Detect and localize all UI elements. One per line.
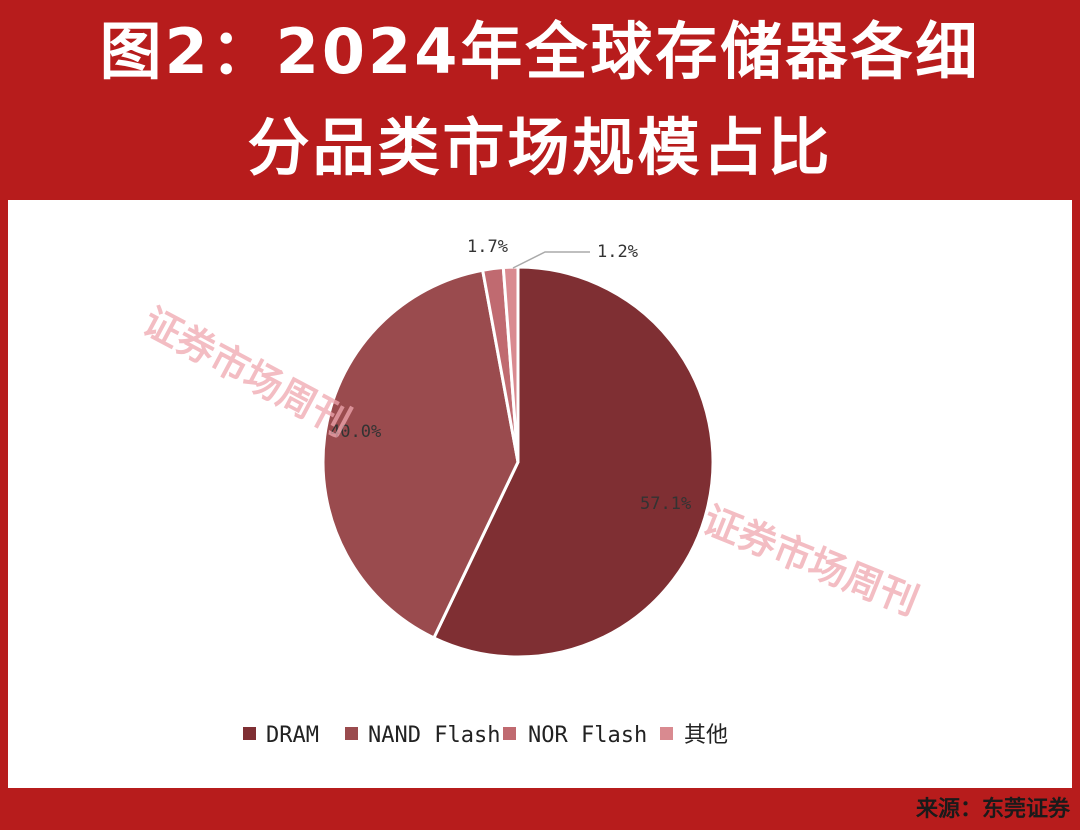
legend-swatch-other: [660, 727, 673, 740]
pie-slice-nand-flash: [321, 268, 520, 640]
title-line-1: 图2：2024年全球存储器各细: [99, 15, 981, 88]
legend-nor: NOR Flash: [528, 723, 647, 748]
watermark-1: 证券市场周刊: [136, 298, 358, 445]
leader-line-other: [512, 251, 590, 269]
source-note: 来源：东莞证券: [915, 797, 1070, 822]
label-nor: 1.7%: [467, 237, 508, 257]
legend-swatch-dram: [243, 727, 256, 740]
legend-nand: NAND Flash: [368, 723, 500, 748]
pie-slice-其他: [501, 265, 520, 463]
legend-dram: DRAM: [266, 723, 319, 748]
label-nand: 40.0%: [330, 422, 381, 442]
label-dram: 57.1%: [640, 494, 691, 514]
pie-slice-dram: [431, 265, 715, 659]
chart-title: 图2：2024年全球存储器各细 分品类市场规模占比: [0, 0, 1080, 200]
legend-swatch-nor: [503, 727, 516, 740]
watermark-2: 证券市场周刊: [697, 497, 925, 624]
legend-swatch-nand: [345, 727, 358, 740]
legend-other: 其他: [684, 723, 728, 748]
legend: DRAM NAND Flash NOR Flash 其他: [243, 723, 728, 748]
label-other: 1.2%: [597, 242, 638, 262]
title-line-2: 分品类市场规模占比: [247, 111, 833, 184]
